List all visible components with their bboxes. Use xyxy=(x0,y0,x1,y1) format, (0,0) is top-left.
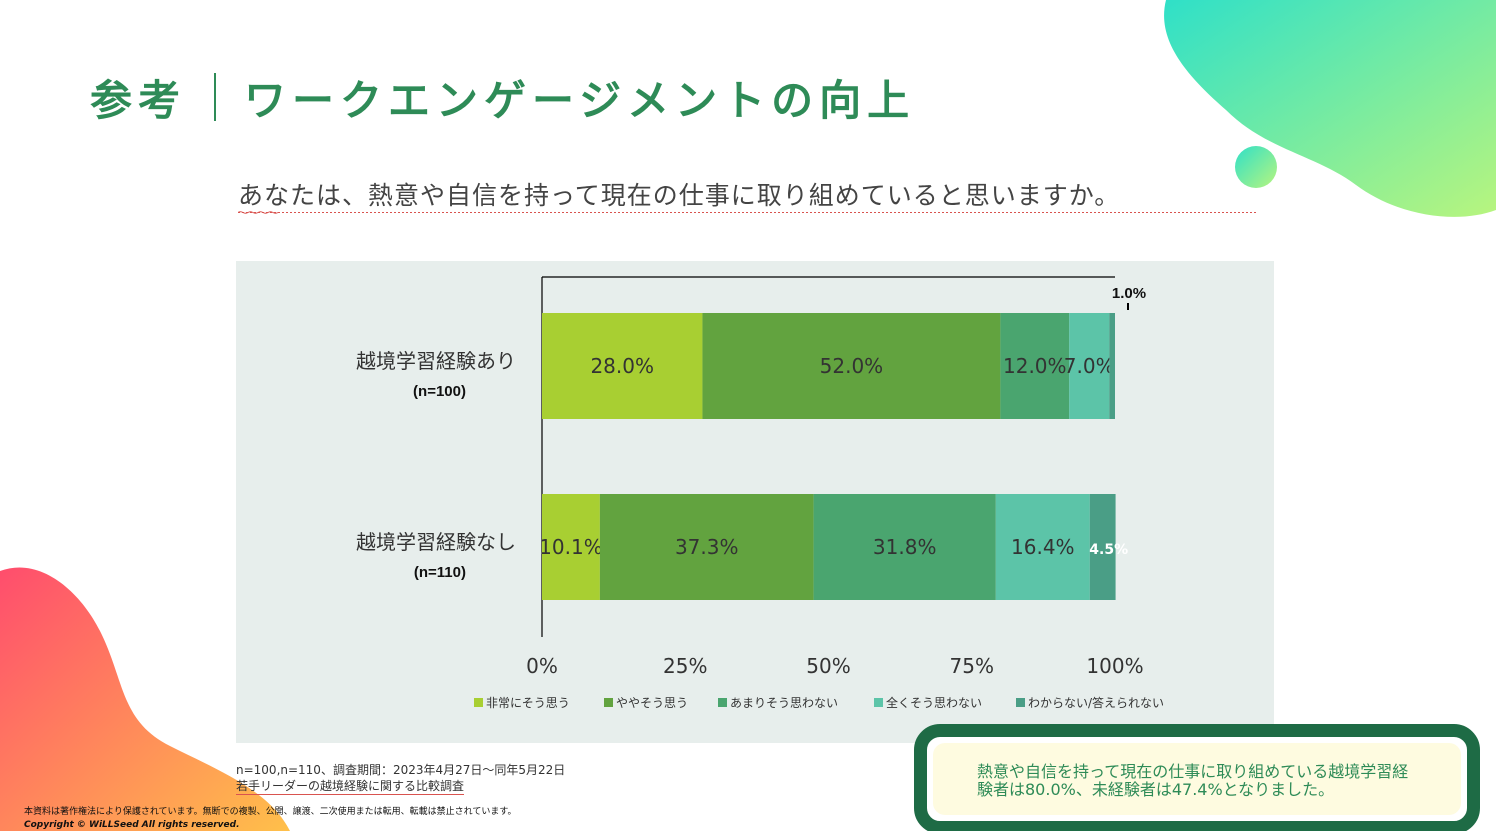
data-label: 28.0% xyxy=(590,354,654,378)
survey-name-link[interactable]: 若手リーダーの越境経験に関する比較調査 xyxy=(236,779,465,795)
category-n-label: (n=100) xyxy=(413,383,466,400)
data-label: 12.0% xyxy=(1003,354,1067,378)
category-n-label: (n=110) xyxy=(414,564,466,581)
legend-label: 全くそう思わない xyxy=(886,695,982,710)
legend-swatch xyxy=(718,698,727,707)
bar-segment xyxy=(542,313,703,419)
x-tick-label: 75% xyxy=(950,654,994,678)
legend-swatch xyxy=(474,698,483,707)
bar-segment xyxy=(599,494,814,600)
decorative-gradient-blob-bottom-left xyxy=(0,567,290,831)
legend-label: 非常にそう思う xyxy=(486,696,570,710)
category-label: 越境学習経験あり xyxy=(356,349,516,373)
x-tick-label: 0% xyxy=(526,654,558,678)
survey-question: あなたは、熱意や自信を持って現在の仕事に取り組めていると思いますか。 xyxy=(238,181,1121,210)
title-main: ワークエンゲージメントの向上 xyxy=(244,75,916,125)
data-label: 10.1% xyxy=(539,535,603,559)
data-label: 16.4% xyxy=(1011,535,1075,559)
summary-callout: 熱意や自信を持って現在の仕事に取り組めている越境学習経験者は80.0%、未経験者… xyxy=(914,724,1480,831)
chart-panel: 28.0% 52.0% 12.0% 7.0% 1.0% 越境学習経験あり (n=100) 10… xyxy=(236,261,1274,743)
bar-segment xyxy=(1069,313,1110,419)
stacked-bar-chart: 28.0% 52.0% 12.0%7.0% 1.0% 越境学習経験あり (n=100) 10… xyxy=(356,276,1164,710)
data-label: 37.3% xyxy=(675,535,739,559)
bar-segment xyxy=(1089,494,1116,600)
survey-period: n=100,n=110、調査期間：2023年4月27日～同年5月22日 xyxy=(236,763,566,777)
data-label: 1.0% xyxy=(1112,285,1146,302)
title-separator xyxy=(214,73,217,121)
page-title: 参考 ワークエンゲージメントの向上 xyxy=(90,62,915,132)
bar-segment xyxy=(1109,313,1115,419)
x-tick-label: 50% xyxy=(806,654,850,678)
summary-callout-inner: 熱意や自信を持って現在の仕事に取り組めている越境学習経験者は80.0%、未経験者… xyxy=(933,743,1461,815)
bar-segment xyxy=(813,494,996,600)
data-label: 7.0% xyxy=(1064,354,1115,378)
survey-footnote: n=100,n=110、調査期間：2023年4月27日～同年5月22日 若手リー… xyxy=(236,762,565,795)
title-prefix: 参考 xyxy=(90,75,187,125)
data-label: 31.8% xyxy=(873,535,937,559)
x-tick-label: 25% xyxy=(663,654,707,678)
copyright-line-2: Copyright © WiLLSeed All rights reserved… xyxy=(24,820,240,830)
data-label: 4.5% xyxy=(1089,542,1128,558)
legend-label: あまりそう思わない xyxy=(730,696,838,710)
category-label: 越境学習経験なし xyxy=(356,530,516,554)
legend-swatch xyxy=(1016,698,1025,707)
summary-callout-text: 熱意や自信を持って現在の仕事に取り組めている越境学習経験者は80.0%、未経験者… xyxy=(977,762,1409,799)
bar-segment xyxy=(702,313,1001,419)
bar-segment xyxy=(995,494,1090,600)
decorative-gradient-blob-top-right xyxy=(1164,0,1496,217)
x-tick-label: 100% xyxy=(1086,654,1143,678)
legend-label: ややそう思う xyxy=(616,696,688,710)
legend-label: わからない/答えられない xyxy=(1028,695,1164,710)
bar-segment xyxy=(542,494,600,600)
legend-swatch xyxy=(604,698,613,707)
question-underline xyxy=(238,211,1258,214)
bar-segment xyxy=(1000,313,1070,419)
data-label: 52.0% xyxy=(820,354,884,378)
copyright-line-1: 本資料は著作権法により保護されています。無断での複製、公開、譲渡、二次使用または… xyxy=(24,807,517,817)
copyright-notice: 本資料は著作権法により保護されています。無断での複製、公開、譲渡、二次使用または… xyxy=(24,806,516,831)
legend-swatch xyxy=(874,698,883,707)
